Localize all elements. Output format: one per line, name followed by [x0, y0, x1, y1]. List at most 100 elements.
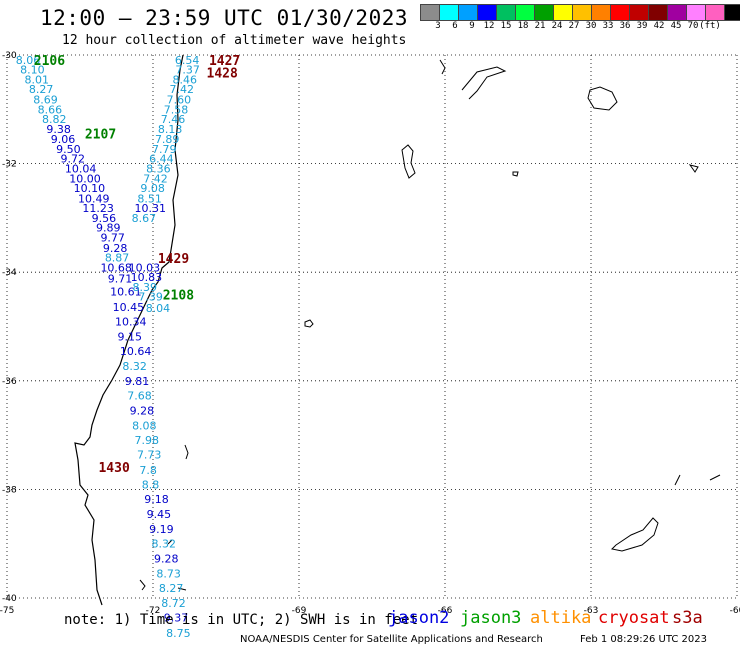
swh-value-label: 8.67 — [132, 212, 157, 225]
longitude-tick-label: -63 — [584, 606, 599, 616]
pass-time-label: 2108 — [163, 288, 194, 303]
swh-readings: 8.068.108.018.278.698.668.829.389.069.50… — [16, 54, 200, 640]
color-scale-label: 9 — [469, 21, 475, 31]
swh-value-label: 8.27 — [29, 83, 54, 96]
color-scale-label: (ft) — [699, 21, 721, 31]
mission-jason2: jason2 — [388, 608, 450, 628]
latitude-tick-label: -38 — [2, 485, 17, 495]
footer-credit: NOAA/NESDIS Center for Satellite Applica… — [240, 634, 543, 645]
swh-value-label: 9.38 — [46, 123, 71, 136]
swh-value-label: 7.42 — [170, 83, 195, 96]
color-scale-label: 6 — [452, 21, 458, 31]
swh-value-label: 7.68 — [127, 389, 152, 402]
swh-value-label: 7.39 — [138, 291, 163, 304]
longitude-tick-label: -60 — [730, 606, 740, 616]
swh-value-label: 9.81 — [125, 375, 150, 388]
swh-value-label: 10.03 — [129, 261, 161, 274]
swh-value-label: 9.28 — [130, 405, 155, 418]
swh-value-label: 9.15 — [117, 330, 141, 343]
longitude-tick-label: -72 — [146, 606, 161, 616]
swh-value-label: 8.10 — [20, 64, 45, 77]
swh-value-label: 10.68 — [100, 261, 132, 274]
swh-value-label: 8.13 — [158, 123, 183, 136]
swh-value-label: 9.71 — [108, 273, 132, 286]
swh-value-label: 10.10 — [74, 182, 106, 195]
color-scale-legend — [420, 4, 740, 21]
mission-altika: altika — [530, 608, 592, 628]
swh-value-label: 8.69 — [33, 94, 58, 107]
swh-value-label: 10.34 — [115, 316, 147, 329]
units-note: note: 1) Time is in UTC; 2) SWH is in fe… — [64, 612, 419, 628]
mission-jason3: jason3 — [460, 608, 522, 628]
color-scale-label: 27 — [568, 21, 580, 31]
longitude-tick-label: -66 — [438, 606, 453, 616]
pass-time-label: 2106 — [34, 54, 65, 69]
swh-value-label: 8.87 — [105, 252, 130, 265]
swh-value-label: 7.60 — [167, 94, 192, 107]
swh-value-label: 9.08 — [140, 182, 165, 195]
latitude-tick-label: -40 — [2, 594, 17, 604]
color-scale-label: 33 — [602, 21, 614, 31]
swh-value-label: 10.49 — [78, 192, 110, 205]
color-scale-label: 24 — [551, 21, 563, 31]
swh-value-label: 10.83 — [131, 271, 163, 284]
swh-value-label: 7.98 — [135, 434, 160, 447]
mission-s3a: s3a — [672, 608, 703, 628]
lat-lon-grid — [6, 54, 738, 599]
swh-value-label: 11.23 — [82, 202, 114, 215]
pass-time-label: 1430 — [98, 461, 129, 476]
color-scale-labels: 3 6 9 12 15 18 21 24 27 30 33 36 39 42 45 70 (ft) — [421, 21, 740, 35]
swh-value-label: 8.36 — [146, 162, 171, 175]
map-subtitle: 12 hour collection of altimeter wave hei… — [62, 33, 407, 48]
latitude-tick-label: -34 — [2, 268, 17, 278]
swh-value-label: 8.51 — [137, 192, 162, 205]
swh-value-label: 10.31 — [135, 202, 167, 215]
footer-date: Feb 1 08:29:26 UTC 2023 — [580, 634, 707, 645]
color-scale-label: 3 — [435, 21, 441, 31]
swh-value-label: 9.37 — [164, 612, 189, 625]
swh-value-label: 7.8 — [139, 464, 157, 477]
juan-fernandez-island — [304, 319, 314, 328]
swh-value-label: 8.66 — [38, 103, 63, 116]
swh-value-label: 8.04 — [146, 302, 171, 315]
swh-value-label: 8.75 — [166, 627, 191, 640]
swh-value-label: 7.42 — [143, 172, 168, 185]
pass-time-label: 2107 — [85, 128, 116, 143]
mission-cryosat: cryosat — [598, 608, 670, 628]
swh-value-label: 8.32 — [152, 538, 177, 551]
color-scale-label: 30 — [585, 21, 597, 31]
map-title: 12:00 – 23:59 UTC 01/30/2023 — [40, 6, 409, 30]
pass-time-label: 1429 — [158, 252, 189, 267]
latitude-tick-label: -30 — [2, 51, 17, 61]
swh-value-label: 10.45 — [113, 301, 144, 314]
swh-value-label: 9.77 — [100, 231, 125, 244]
swh-value-label: 9.28 — [103, 242, 128, 255]
swh-value-label: 7.37 — [175, 64, 200, 77]
swh-value-label: 9.50 — [56, 143, 81, 156]
swh-value-label: 8.32 — [122, 360, 147, 373]
swh-value-label: 8.72 — [161, 597, 186, 610]
swh-value-label: 9.45 — [147, 508, 172, 521]
swh-value-label: 7.58 — [164, 103, 189, 116]
swh-value-label: 9.28 — [154, 552, 179, 565]
color-scale-label: 70 — [687, 21, 699, 31]
swh-value-label: 7.79 — [152, 143, 177, 156]
color-scale-label: 15 — [500, 21, 512, 31]
color-scale-label: 42 — [653, 21, 665, 31]
color-scale-label: 18 — [517, 21, 529, 31]
swh-value-label: 8.06 — [16, 54, 41, 67]
swh-value-label: 9.18 — [144, 493, 169, 506]
swh-value-label: 9.72 — [61, 153, 86, 166]
swh-value-label: 6.44 — [149, 153, 174, 166]
color-scale-label: 45 — [670, 21, 682, 31]
chile-coastline — [74, 54, 184, 606]
swh-value-label: 8.73 — [156, 568, 181, 581]
swh-value-label: 8.82 — [42, 113, 67, 126]
argentina-coast — [401, 59, 721, 552]
color-scale-cell — [724, 4, 740, 21]
latitude-tick-label: -36 — [2, 377, 17, 387]
pass-time-label: 1428 — [207, 66, 238, 81]
coastline — [74, 54, 721, 606]
swh-value-label: 9.06 — [51, 133, 76, 146]
